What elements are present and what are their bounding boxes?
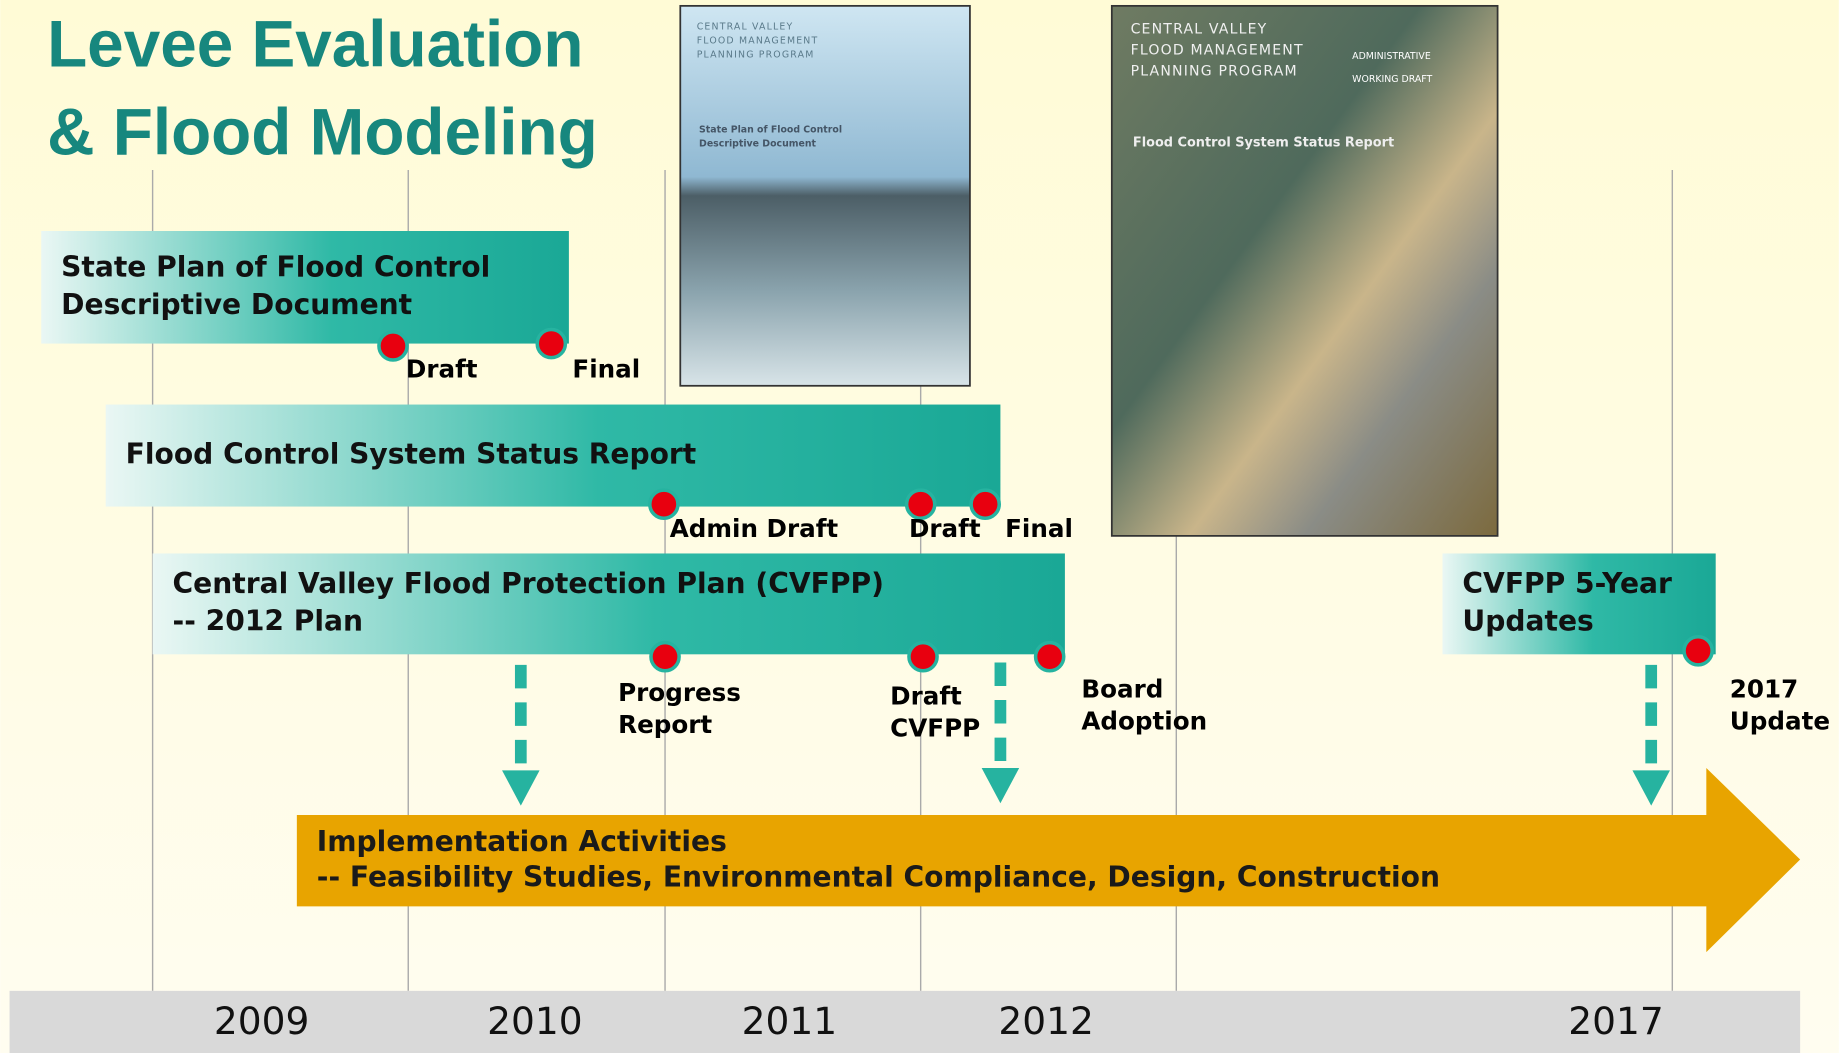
slide-title: Levee Evaluation: [47, 8, 583, 81]
milestone-label: Report: [618, 710, 712, 739]
slide-title: & Flood Modeling: [47, 96, 598, 169]
slide: CENTRAL VALLEY FLOOD MANAGEMENT PLANNING P…: [0, 0, 1839, 1053]
plan-label: Central Valley Flood Protection Plan (CV…: [173, 567, 884, 600]
cover-title: State Plan of Flood Control: [699, 125, 842, 136]
cover-title: Flood Control System Status Report: [1133, 136, 1394, 151]
milestone-dot: [537, 330, 565, 358]
plan-label: Flood Control System Status Report: [126, 438, 697, 471]
milestone-dot: [1684, 637, 1712, 665]
implementation-label: -- Feasibility Studies, Environmental Co…: [317, 860, 1440, 893]
milestone-label: Final: [572, 355, 640, 384]
milestone-label: Final: [1005, 514, 1073, 543]
milestone-label: Adoption: [1081, 706, 1207, 735]
cover-image: [680, 6, 970, 386]
cover-program: CENTRAL VALLEY: [697, 21, 794, 32]
milestone-label: Draft: [909, 514, 981, 543]
cover-program: CENTRAL VALLEY: [1131, 21, 1268, 37]
cover-image: [1112, 6, 1498, 536]
plan-label: CVFPP 5-Year: [1462, 567, 1672, 600]
plan-label: Updates: [1462, 605, 1593, 638]
plan-label: -- 2012 Plan: [173, 605, 363, 638]
implementation-label: Implementation Activities: [317, 825, 727, 858]
plan-label: Descriptive Document: [61, 288, 412, 321]
cover-stamp: WORKING DRAFT: [1352, 74, 1432, 85]
milestone-label: Draft: [890, 682, 962, 711]
milestone-label: Board: [1081, 675, 1163, 704]
milestone-dot: [1036, 643, 1064, 671]
year-label: 2017: [1568, 999, 1663, 1043]
milestone-dot: [379, 332, 407, 360]
milestone-label: Admin Draft: [670, 514, 839, 543]
milestone-dot: [909, 643, 937, 671]
cover-program: PLANNING PROGRAM: [697, 50, 815, 61]
year-label: 2012: [998, 999, 1093, 1043]
year-label: 2009: [214, 999, 309, 1043]
cover-program: FLOOD MANAGEMENT: [697, 36, 819, 47]
milestone-label: 2017: [1730, 675, 1798, 704]
milestone-label: Progress: [618, 678, 741, 707]
cover-program: PLANNING PROGRAM: [1131, 64, 1298, 80]
plan-label: State Plan of Flood Control: [61, 251, 490, 284]
cover-program: FLOOD MANAGEMENT: [1131, 42, 1304, 58]
cover-title: Descriptive Document: [699, 139, 817, 150]
report-cover: CENTRAL VALLEY FLOOD MANAGEMENT PLANNING P…: [680, 6, 970, 386]
milestone-label: Draft: [406, 355, 478, 384]
milestone-dot: [651, 643, 679, 671]
milestone-label: Update: [1730, 706, 1830, 735]
year-label: 2010: [487, 999, 582, 1043]
milestone-dot: [971, 490, 999, 518]
cover-stamp: ADMINISTRATIVE: [1352, 51, 1431, 62]
milestone-label: CVFPP: [890, 713, 980, 742]
report-cover: CENTRAL VALLEY FLOOD MANAGEMENT PLANNING P…: [1112, 6, 1498, 536]
year-label: 2011: [742, 999, 837, 1043]
